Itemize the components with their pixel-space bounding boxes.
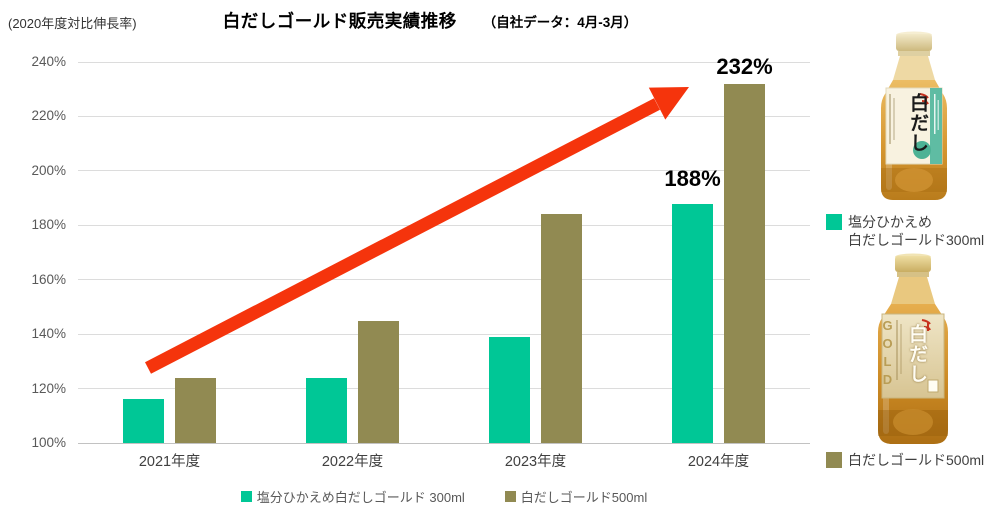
y-tick-label: 240% bbox=[31, 54, 66, 69]
bar-2023年度-300ml bbox=[489, 336, 530, 443]
brand-mark-icon bbox=[921, 319, 931, 331]
bar-2024年度-300ml bbox=[672, 203, 713, 443]
y-tick-label: 180% bbox=[31, 217, 66, 233]
gridline bbox=[78, 61, 810, 63]
brand-mark-icon bbox=[919, 93, 929, 105]
salt-reduction-badge-icon bbox=[913, 141, 931, 159]
bar-2022年度-300ml bbox=[306, 377, 347, 443]
bottle-300ml-label-text: 白だし bbox=[907, 93, 928, 153]
gridline bbox=[78, 442, 810, 444]
legend-right-300ml: 塩分ひかえめ 白だしゴールド300ml bbox=[826, 213, 996, 250]
chart-subtitle: （自社データ：4月-3月） bbox=[482, 15, 638, 30]
bottle-500ml-graphic bbox=[878, 253, 948, 444]
annotation-188: 188% bbox=[664, 165, 721, 191]
legend-bottom-item: 白だしゴールド500ml bbox=[504, 487, 648, 506]
legend-swatch bbox=[504, 491, 516, 502]
bottle-500ml-label-text: 白だし bbox=[906, 324, 927, 384]
legend-right-300ml-line1: 塩分ひかえめ bbox=[848, 214, 932, 230]
x-tick-label: 2023年度 bbox=[504, 454, 567, 470]
gridline bbox=[78, 388, 810, 390]
bar-2022年度-500ml bbox=[358, 320, 399, 443]
chart-title: 白だしゴールド販売実績推移 bbox=[222, 11, 457, 31]
y-tick-label: 200% bbox=[31, 162, 66, 178]
bar-2021年度-300ml bbox=[123, 399, 164, 443]
legend-swatch bbox=[240, 491, 252, 502]
legend-bottom-label: 白だしゴールド500ml bbox=[520, 490, 648, 505]
x-tick-label: 2024年度 bbox=[687, 454, 750, 470]
legend-right-500ml-line1: 白だしゴールド500ml bbox=[848, 452, 985, 468]
legend-bottom-label: 塩分ひかえめ白だしゴールド 300ml bbox=[256, 490, 465, 505]
legend-right-300ml-line2: 白だしゴールド300ml bbox=[848, 232, 985, 249]
y-tick-label: 140% bbox=[31, 326, 66, 342]
bottle-300ml-graphic bbox=[881, 31, 947, 200]
y-tick-label: 160% bbox=[31, 271, 66, 287]
y-tick-label: 100% bbox=[31, 435, 66, 450]
y-tick-label: 220% bbox=[31, 108, 66, 124]
legend-right-500ml: 白だしゴールド500ml bbox=[826, 451, 996, 469]
y-axis-note: (2020年度対比伸長率) bbox=[8, 16, 137, 31]
x-tick-label: 2021年度 bbox=[138, 454, 201, 470]
title-row: 白だしゴールド販売実績推移 （自社データ：4月-3月） bbox=[0, 8, 860, 33]
bar-2023年度-500ml bbox=[541, 214, 582, 443]
legend-bottom: 塩分ひかえめ白だしゴールド 300ml 白だしゴールド500ml bbox=[78, 487, 810, 506]
legend-swatch-500ml bbox=[826, 452, 842, 468]
bar-2021年度-500ml bbox=[175, 377, 216, 443]
product-image-500ml: GOLD 白だし bbox=[854, 252, 974, 452]
legend-bottom-item: 塩分ひかえめ白だしゴールド 300ml bbox=[240, 487, 465, 506]
gridline bbox=[78, 115, 810, 117]
y-tick-label: 120% bbox=[31, 380, 66, 396]
x-tick-label: 2022年度 bbox=[321, 454, 384, 470]
legend-swatch-300ml bbox=[826, 214, 842, 230]
annotation-232: 232% bbox=[716, 53, 773, 79]
bar-2024年度-500ml bbox=[724, 83, 765, 443]
product-image-300ml: 白だし bbox=[856, 30, 972, 208]
bottle-500ml-gold-text: GOLD bbox=[880, 318, 895, 390]
